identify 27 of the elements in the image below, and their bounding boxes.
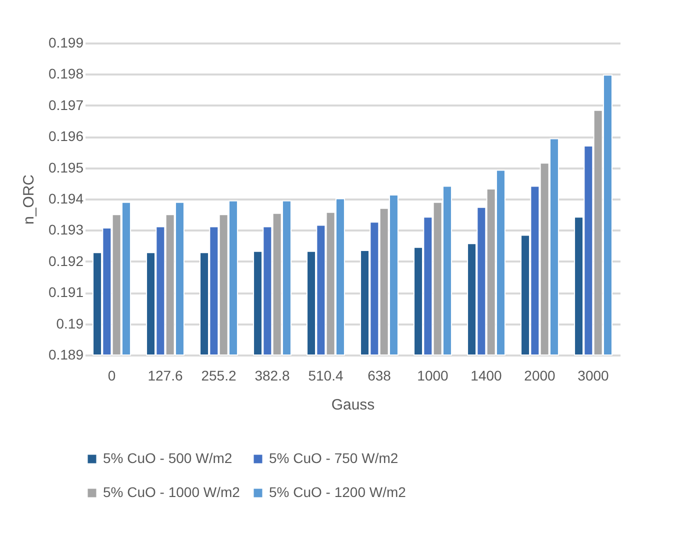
y-tick-label: 0.198 [48, 66, 84, 82]
y-tick-label: 0.189 [48, 346, 84, 362]
y-tick-label: 0.193 [48, 222, 84, 238]
x-tick-label: 2000 [524, 368, 556, 384]
y-tick-label: 0.194 [48, 190, 84, 206]
y-tick-label: 0.195 [48, 159, 84, 176]
legend-label: 5% CuO - 500 W/m2 [103, 450, 232, 466]
y-tick-label: 0.192 [48, 252, 84, 269]
x-tick-label: 255.2 [201, 368, 236, 384]
legend-label: 5% CuO - 1200 W/m2 [269, 484, 406, 500]
y-tick-label: 0.19 [56, 315, 84, 332]
legend-label: 5% CuO - 1000 W/m2 [103, 484, 240, 500]
y-tick-label: 0.199 [48, 34, 84, 50]
x-tick-label: 1400 [470, 368, 502, 384]
x-tick-label: 510.4 [308, 368, 344, 384]
y-tick-label: 0.191 [48, 284, 84, 300]
x-tick-label: 382.8 [254, 368, 290, 384]
x-tick-label: 1000 [417, 368, 449, 384]
legend-label: 5% CuO - 750 W/m2 [269, 450, 398, 466]
x-tick-label: 127.6 [148, 368, 183, 384]
x-tick-label: 638 [368, 368, 392, 384]
x-axis-title: Gauss [331, 396, 375, 414]
x-tick-label: 0 [108, 368, 116, 384]
y-tick-label: 0.197 [48, 96, 84, 113]
y-axis-title: n_ORC [20, 174, 38, 225]
x-tick-label: 3000 [578, 368, 610, 384]
y-tick-label: 0.196 [48, 128, 84, 144]
